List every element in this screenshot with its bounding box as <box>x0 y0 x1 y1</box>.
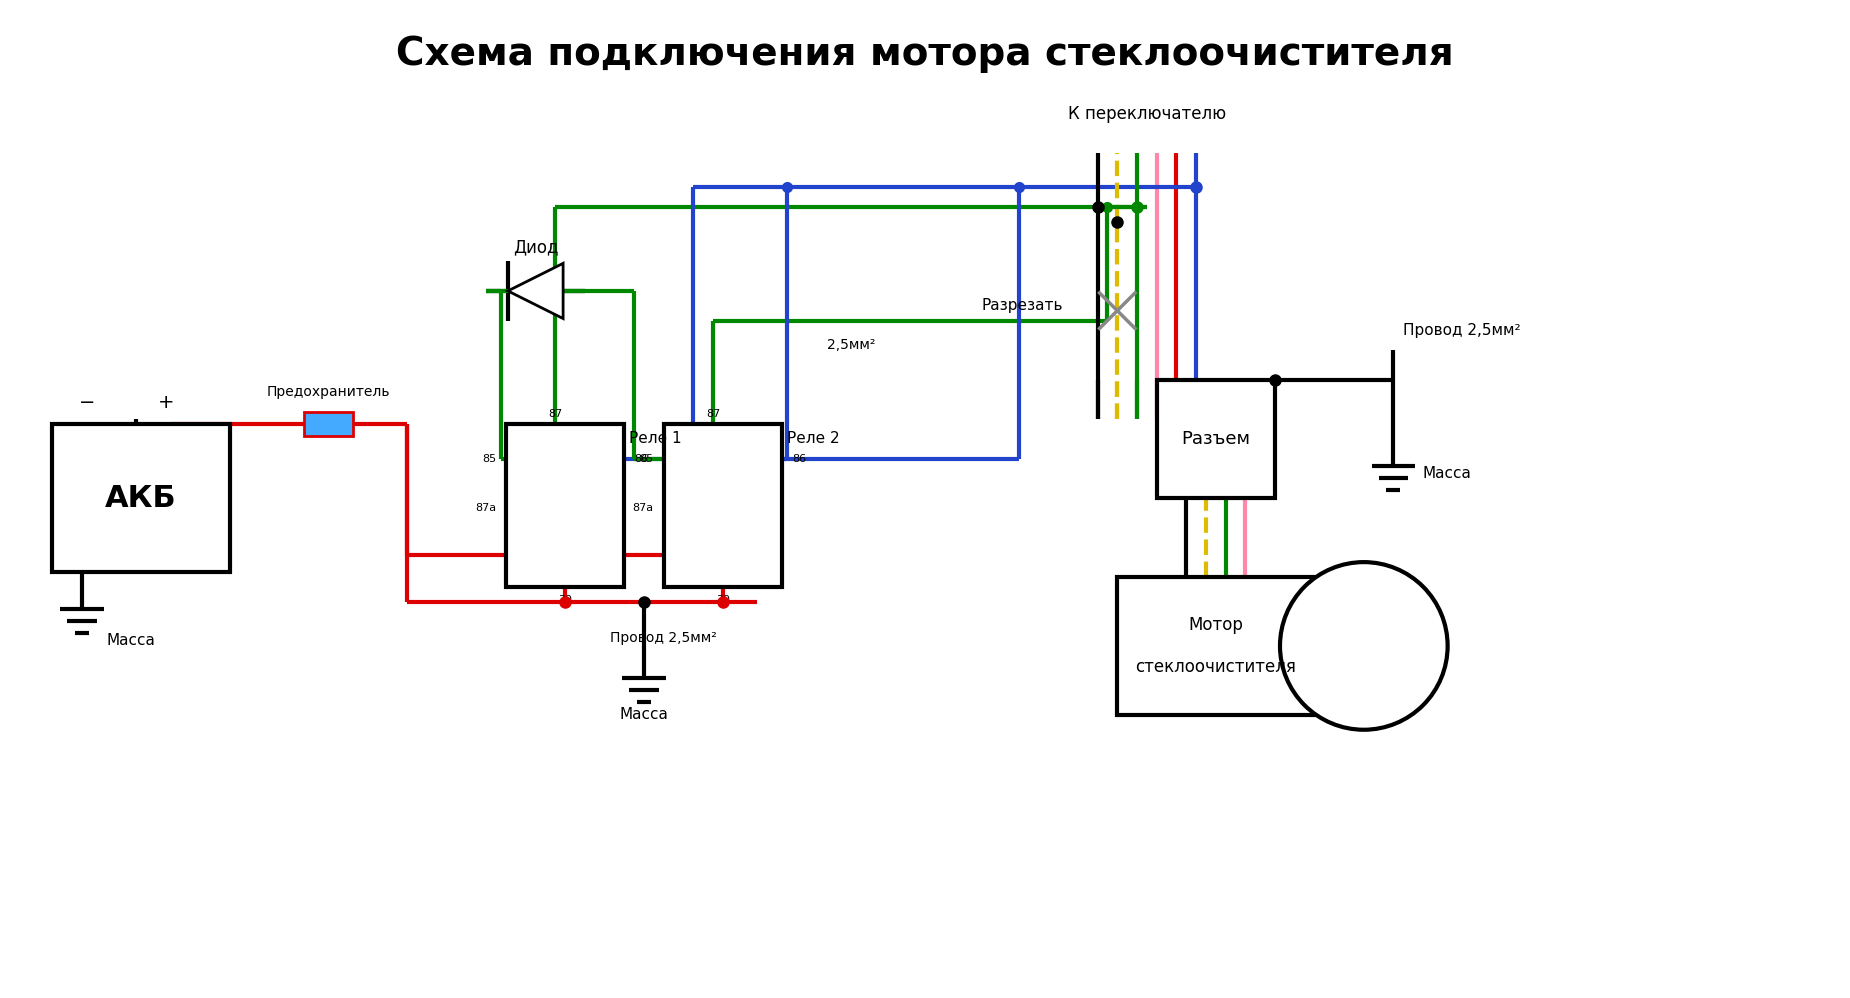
Text: Разъем: Разъем <box>1182 430 1251 448</box>
Text: Масса: Масса <box>107 634 155 649</box>
Text: Провод 2,5мм²: Провод 2,5мм² <box>1404 323 1521 338</box>
Text: К переключателю: К переключателю <box>1067 106 1227 124</box>
Text: 85: 85 <box>483 453 496 463</box>
Text: Мотор

стеклоочистителя: Мотор стеклоочистителя <box>1136 616 1297 676</box>
Circle shape <box>1280 562 1447 730</box>
Text: Схема подключения мотора стеклоочистителя: Схема подключения мотора стеклоочистител… <box>396 35 1454 73</box>
Bar <box>664 424 783 587</box>
Text: +: + <box>157 393 174 412</box>
Text: 87a: 87a <box>475 503 496 513</box>
Text: 87: 87 <box>707 409 720 419</box>
Text: Масса: Масса <box>620 708 668 723</box>
Text: Реле 2: Реле 2 <box>786 431 840 446</box>
Bar <box>1117 577 1315 715</box>
Text: Провод 2,5мм²: Провод 2,5мм² <box>610 631 718 645</box>
Polygon shape <box>509 263 562 318</box>
Text: Масса: Масса <box>1423 466 1473 481</box>
Text: АКБ: АКБ <box>105 483 178 513</box>
Text: Разрезать: Разрезать <box>982 298 1064 313</box>
Text: 30: 30 <box>716 595 731 605</box>
Text: 85: 85 <box>640 453 653 463</box>
Text: Предохранитель: Предохранитель <box>266 385 390 399</box>
Text: 86: 86 <box>792 453 807 463</box>
Bar <box>1156 379 1275 498</box>
Bar <box>303 412 353 436</box>
Text: Реле 1: Реле 1 <box>629 431 683 446</box>
Bar <box>52 424 229 572</box>
Text: 86: 86 <box>635 453 648 463</box>
Text: 87: 87 <box>548 409 562 419</box>
Bar <box>505 424 623 587</box>
Text: −: − <box>80 393 94 412</box>
Text: 30: 30 <box>559 595 572 605</box>
Text: 87a: 87a <box>633 503 653 513</box>
Text: 2,5мм²: 2,5мм² <box>827 338 875 352</box>
Text: Диод: Диод <box>512 239 559 256</box>
